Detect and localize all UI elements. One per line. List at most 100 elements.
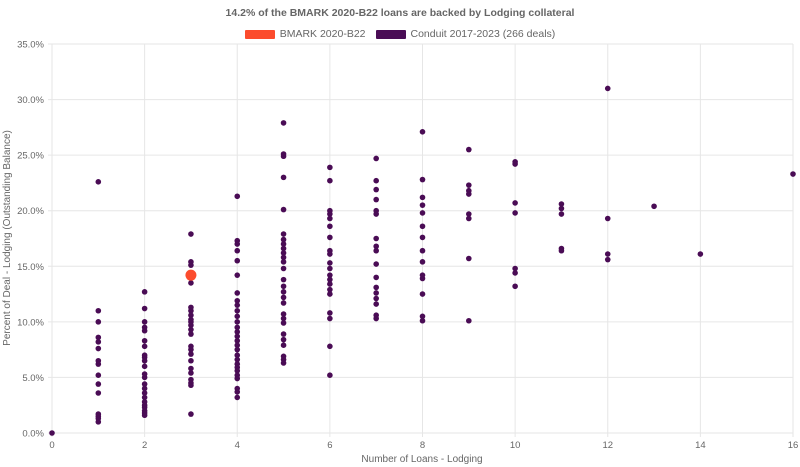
data-point-conduit[interactable] [234, 342, 241, 348]
data-point-conduit[interactable] [234, 346, 241, 353]
data-point-conduit[interactable] [188, 280, 194, 286]
data-point-conduit[interactable] [95, 319, 102, 325]
data-point-conduit[interactable] [95, 361, 102, 367]
data-point-conduit[interactable] [373, 261, 379, 267]
data-point-conduit[interactable] [234, 290, 241, 296]
data-point-conduit[interactable] [188, 346, 194, 353]
data-point-conduit[interactable] [604, 215, 611, 222]
data-point-conduit[interactable] [188, 357, 194, 364]
data-point-conduit[interactable] [95, 345, 102, 352]
data-point-conduit[interactable] [280, 294, 287, 301]
data-point-conduit[interactable] [188, 307, 194, 314]
data-point-conduit[interactable] [419, 176, 426, 183]
data-point-conduit[interactable] [466, 317, 472, 324]
data-point-conduit[interactable] [327, 164, 333, 171]
data-point-conduit[interactable] [234, 329, 241, 335]
data-point-conduit[interactable] [95, 390, 102, 396]
data-point-conduit[interactable] [280, 336, 287, 343]
data-point-conduit[interactable] [188, 322, 194, 328]
data-point-conduit[interactable] [419, 234, 426, 241]
data-point-conduit[interactable] [327, 272, 333, 278]
data-point-conduit[interactable] [373, 301, 379, 307]
data-point-conduit[interactable] [466, 211, 472, 217]
data-point-conduit[interactable] [141, 374, 148, 381]
data-point-conduit[interactable] [234, 333, 241, 340]
data-point-conduit[interactable] [188, 262, 194, 268]
data-point-conduit[interactable] [188, 411, 194, 417]
data-point-conduit[interactable] [280, 153, 287, 160]
data-point-conduit[interactable] [188, 382, 194, 389]
data-point-conduit[interactable] [419, 202, 426, 208]
data-point-conduit[interactable] [280, 120, 287, 126]
data-point-conduit[interactable] [49, 430, 55, 436]
data-point-conduit[interactable] [327, 343, 333, 350]
data-point-conduit[interactable] [512, 200, 518, 206]
data-point-conduit[interactable] [280, 311, 287, 317]
data-point-conduit[interactable] [280, 283, 287, 290]
data-point-conduit[interactable] [327, 291, 333, 297]
data-point-conduit[interactable] [280, 342, 287, 348]
data-point-conduit[interactable] [280, 276, 287, 283]
data-point-conduit[interactable] [373, 177, 379, 184]
data-point-conduit[interactable] [512, 265, 518, 272]
data-point-conduit[interactable] [327, 281, 333, 287]
data-point-conduit[interactable] [327, 215, 333, 222]
data-point-conduit[interactable] [327, 286, 333, 293]
data-point-conduit[interactable] [558, 201, 565, 207]
data-point-conduit[interactable] [234, 389, 241, 395]
data-point-conduit[interactable] [141, 385, 148, 392]
data-point-conduit[interactable] [419, 313, 426, 320]
data-point-conduit[interactable] [141, 327, 148, 334]
data-point-conduit[interactable] [327, 223, 333, 230]
data-point-conduit[interactable] [141, 394, 148, 401]
data-point-conduit[interactable] [697, 251, 704, 257]
data-point-conduit[interactable] [188, 331, 194, 337]
data-point-conduit[interactable] [512, 161, 518, 167]
data-point-conduit[interactable] [327, 315, 333, 322]
data-point-conduit[interactable] [280, 241, 287, 247]
data-point-bmark[interactable] [185, 269, 197, 281]
data-point-conduit[interactable] [373, 186, 379, 193]
data-point-conduit[interactable] [141, 390, 148, 396]
data-point-conduit[interactable] [234, 394, 241, 401]
data-point-conduit[interactable] [95, 307, 102, 314]
data-point-conduit[interactable] [373, 247, 379, 254]
data-point-conduit[interactable] [419, 247, 426, 254]
data-point-conduit[interactable] [141, 363, 148, 370]
data-point-conduit[interactable] [373, 243, 379, 250]
data-point-conduit[interactable] [141, 357, 148, 364]
data-point-conduit[interactable] [373, 235, 379, 242]
data-point-conduit[interactable] [234, 367, 241, 374]
data-point-conduit[interactable] [327, 260, 333, 266]
data-point-conduit[interactable] [651, 203, 657, 210]
data-point-conduit[interactable] [604, 256, 611, 263]
data-point-conduit[interactable] [234, 193, 241, 200]
data-point-conduit[interactable] [466, 182, 472, 188]
data-point-conduit[interactable] [280, 250, 287, 256]
data-point-conduit[interactable] [141, 305, 148, 312]
data-point-conduit[interactable] [604, 85, 611, 92]
data-point-conduit[interactable] [327, 265, 333, 272]
data-point-conduit[interactable] [373, 290, 379, 296]
data-point-conduit[interactable] [280, 259, 287, 265]
data-point-conduit[interactable] [188, 351, 194, 357]
data-point-conduit[interactable] [95, 372, 102, 379]
data-point-conduit[interactable] [141, 337, 148, 344]
data-point-conduit[interactable] [419, 210, 426, 216]
data-point-conduit[interactable] [327, 251, 333, 257]
data-point-conduit[interactable] [327, 234, 333, 241]
data-point-conduit[interactable] [234, 356, 241, 363]
data-point-conduit[interactable] [280, 206, 287, 213]
data-point-conduit[interactable] [373, 196, 379, 203]
data-point-conduit[interactable] [373, 315, 379, 322]
data-point-conduit[interactable] [234, 324, 241, 331]
data-point-conduit[interactable] [188, 370, 194, 376]
data-point-conduit[interactable] [141, 412, 148, 419]
data-point-conduit[interactable] [558, 205, 565, 212]
data-point-conduit[interactable] [466, 215, 472, 222]
data-point-conduit[interactable] [234, 257, 241, 264]
data-point-conduit[interactable] [373, 295, 379, 302]
data-point-conduit[interactable] [466, 191, 472, 197]
data-point-conduit[interactable] [95, 419, 102, 425]
data-point-conduit[interactable] [141, 381, 148, 387]
